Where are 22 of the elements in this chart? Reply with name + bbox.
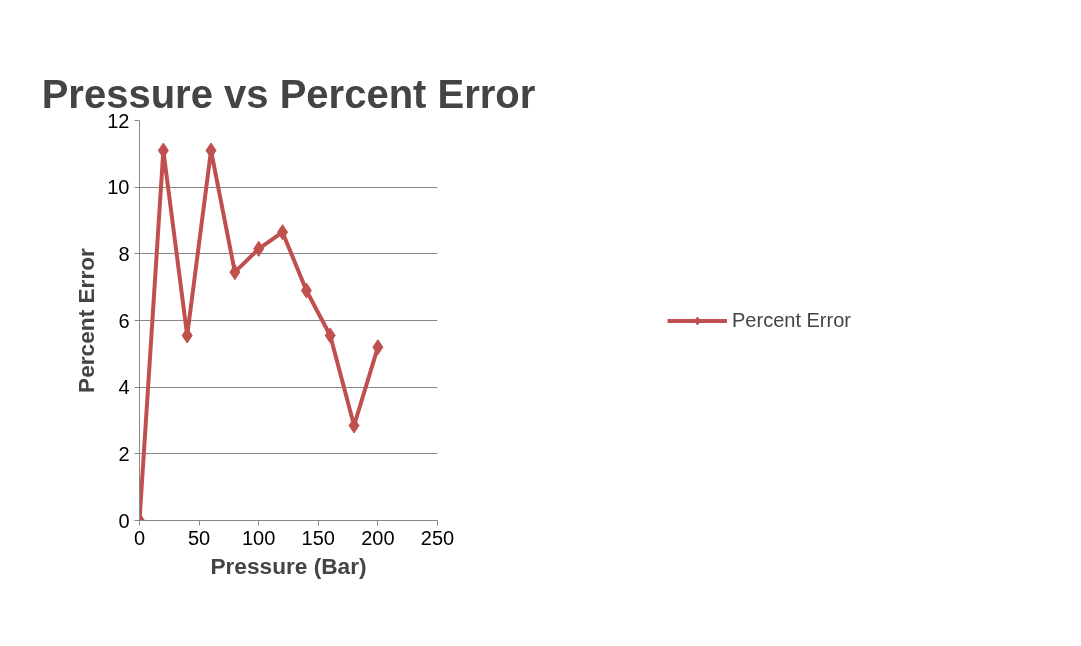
x-tick-label: 100 bbox=[242, 526, 276, 549]
x-tick-label: 250 bbox=[420, 526, 455, 549]
y-tick-label: 10 bbox=[107, 176, 130, 199]
x-tick-label: 150 bbox=[301, 526, 335, 549]
y-axis-title: Percent Error bbox=[73, 247, 100, 393]
y-tick-label: 2 bbox=[118, 442, 130, 465]
x-axis-title: Pressure (Bar) bbox=[210, 552, 367, 579]
point bbox=[324, 327, 336, 344]
legend-label: Percent Error bbox=[732, 308, 851, 332]
x-tick-label: 200 bbox=[361, 526, 395, 549]
point bbox=[300, 282, 312, 299]
point bbox=[372, 339, 384, 356]
point bbox=[253, 240, 265, 257]
point bbox=[229, 264, 241, 281]
x-tick-label: 50 bbox=[187, 526, 211, 549]
y-tick-label: 8 bbox=[118, 242, 130, 265]
point bbox=[277, 224, 289, 241]
y-tick-label: 4 bbox=[118, 376, 130, 399]
x-tick-label: 0 bbox=[133, 526, 146, 549]
y-tick-label: 0 bbox=[118, 509, 130, 532]
y-tick-label: 12 bbox=[107, 109, 130, 132]
y-tick-label: 6 bbox=[118, 309, 130, 332]
